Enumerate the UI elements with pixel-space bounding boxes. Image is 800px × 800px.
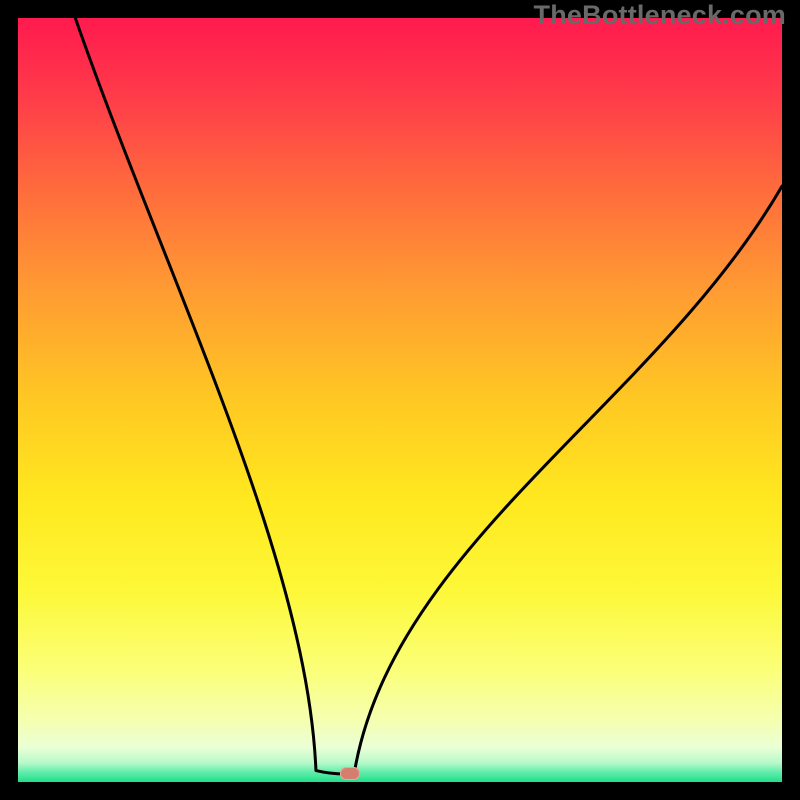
chart-stage: TheBottleneck.com [0,0,800,800]
heat-gradient-background [18,18,782,782]
watermark-text: TheBottleneck.com [534,0,786,31]
plot-area [18,18,782,782]
